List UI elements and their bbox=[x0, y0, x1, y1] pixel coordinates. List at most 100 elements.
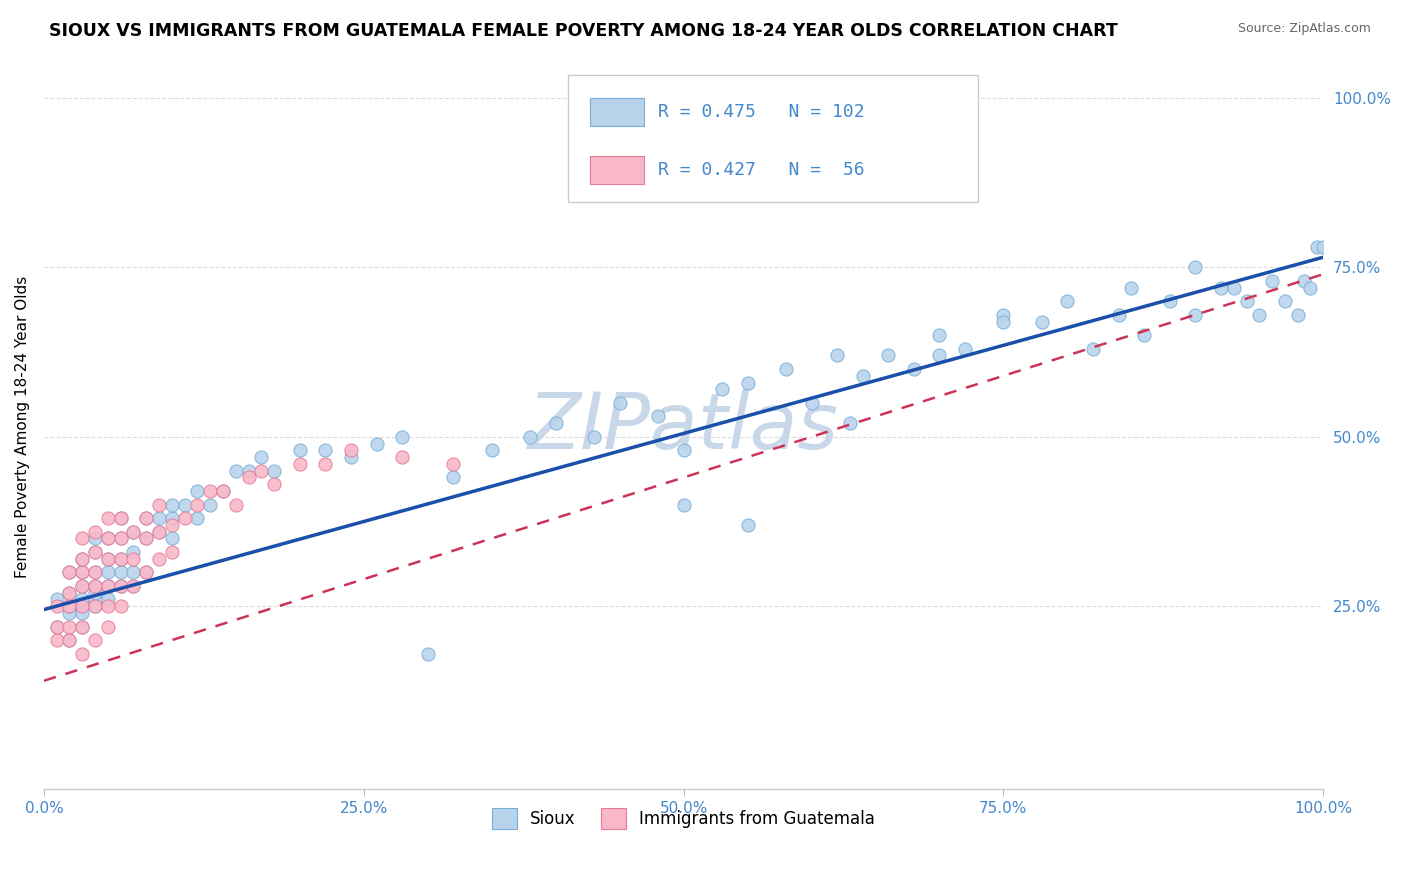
Point bbox=[110, 532, 132, 546]
Point bbox=[148, 524, 170, 539]
Point bbox=[72, 606, 94, 620]
Point bbox=[84, 579, 107, 593]
Point bbox=[775, 362, 797, 376]
Point bbox=[441, 457, 464, 471]
Point bbox=[1249, 308, 1271, 322]
Point bbox=[135, 532, 157, 546]
Point bbox=[391, 430, 413, 444]
Point bbox=[110, 579, 132, 593]
Point bbox=[58, 633, 80, 648]
Point bbox=[928, 328, 950, 343]
Point bbox=[58, 585, 80, 599]
Point bbox=[1261, 274, 1284, 288]
Point bbox=[737, 376, 759, 390]
Point bbox=[160, 517, 183, 532]
Text: ZIPatlas: ZIPatlas bbox=[529, 389, 839, 465]
Point bbox=[250, 450, 273, 464]
Point bbox=[97, 551, 120, 566]
Point bbox=[58, 619, 80, 633]
Point bbox=[647, 409, 669, 424]
Point bbox=[84, 599, 107, 614]
Point bbox=[160, 532, 183, 546]
Point bbox=[148, 524, 170, 539]
Point bbox=[97, 551, 120, 566]
Point bbox=[97, 511, 120, 525]
Point bbox=[263, 464, 285, 478]
Point bbox=[225, 464, 247, 478]
Point bbox=[1108, 308, 1130, 322]
Point bbox=[72, 592, 94, 607]
Point bbox=[737, 517, 759, 532]
Point bbox=[97, 619, 120, 633]
Point bbox=[200, 483, 222, 498]
Point bbox=[84, 592, 107, 607]
Point bbox=[58, 633, 80, 648]
Point bbox=[58, 585, 80, 599]
Point bbox=[288, 457, 311, 471]
Point bbox=[314, 443, 336, 458]
Point bbox=[609, 396, 631, 410]
Point bbox=[391, 450, 413, 464]
Point bbox=[58, 566, 80, 580]
Point bbox=[97, 532, 120, 546]
Point bbox=[84, 579, 107, 593]
Point bbox=[838, 416, 860, 430]
Point bbox=[825, 349, 848, 363]
Point bbox=[877, 349, 900, 363]
Point bbox=[481, 443, 503, 458]
Point bbox=[97, 592, 120, 607]
Point bbox=[173, 498, 195, 512]
Point bbox=[72, 551, 94, 566]
Point bbox=[84, 545, 107, 559]
Point bbox=[72, 532, 94, 546]
Point bbox=[212, 483, 235, 498]
Point bbox=[1031, 315, 1053, 329]
Point bbox=[72, 619, 94, 633]
Point bbox=[953, 342, 976, 356]
Point bbox=[1222, 281, 1244, 295]
Point bbox=[84, 585, 107, 599]
Text: SIOUX VS IMMIGRANTS FROM GUATEMALA FEMALE POVERTY AMONG 18-24 YEAR OLDS CORRELAT: SIOUX VS IMMIGRANTS FROM GUATEMALA FEMAL… bbox=[49, 22, 1118, 40]
Point bbox=[340, 443, 363, 458]
Point bbox=[852, 368, 875, 383]
Point bbox=[122, 579, 145, 593]
Point bbox=[58, 599, 80, 614]
Point bbox=[1236, 294, 1258, 309]
Point bbox=[186, 483, 208, 498]
Point bbox=[72, 599, 94, 614]
Point bbox=[58, 566, 80, 580]
Point bbox=[173, 511, 195, 525]
Y-axis label: Female Poverty Among 18-24 Year Olds: Female Poverty Among 18-24 Year Olds bbox=[15, 276, 30, 578]
Point bbox=[122, 566, 145, 580]
Point bbox=[110, 579, 132, 593]
Point bbox=[416, 647, 439, 661]
Point bbox=[672, 498, 695, 512]
Point bbox=[148, 551, 170, 566]
Point bbox=[582, 430, 605, 444]
Point bbox=[135, 511, 157, 525]
Point bbox=[1184, 260, 1206, 275]
Point bbox=[72, 551, 94, 566]
Point bbox=[110, 551, 132, 566]
Point bbox=[84, 599, 107, 614]
Point bbox=[160, 545, 183, 559]
FancyBboxPatch shape bbox=[591, 156, 644, 184]
Point bbox=[519, 430, 541, 444]
Point bbox=[928, 349, 950, 363]
Point bbox=[200, 498, 222, 512]
Point bbox=[84, 524, 107, 539]
Point bbox=[1294, 274, 1316, 288]
Point bbox=[122, 551, 145, 566]
Point bbox=[1159, 294, 1181, 309]
Point bbox=[148, 498, 170, 512]
Point bbox=[122, 524, 145, 539]
Point bbox=[135, 566, 157, 580]
Text: Source: ZipAtlas.com: Source: ZipAtlas.com bbox=[1237, 22, 1371, 36]
Point bbox=[110, 532, 132, 546]
Point bbox=[1184, 308, 1206, 322]
Point bbox=[441, 470, 464, 484]
Point bbox=[84, 545, 107, 559]
FancyBboxPatch shape bbox=[591, 98, 644, 126]
Point bbox=[135, 511, 157, 525]
Point bbox=[110, 566, 132, 580]
